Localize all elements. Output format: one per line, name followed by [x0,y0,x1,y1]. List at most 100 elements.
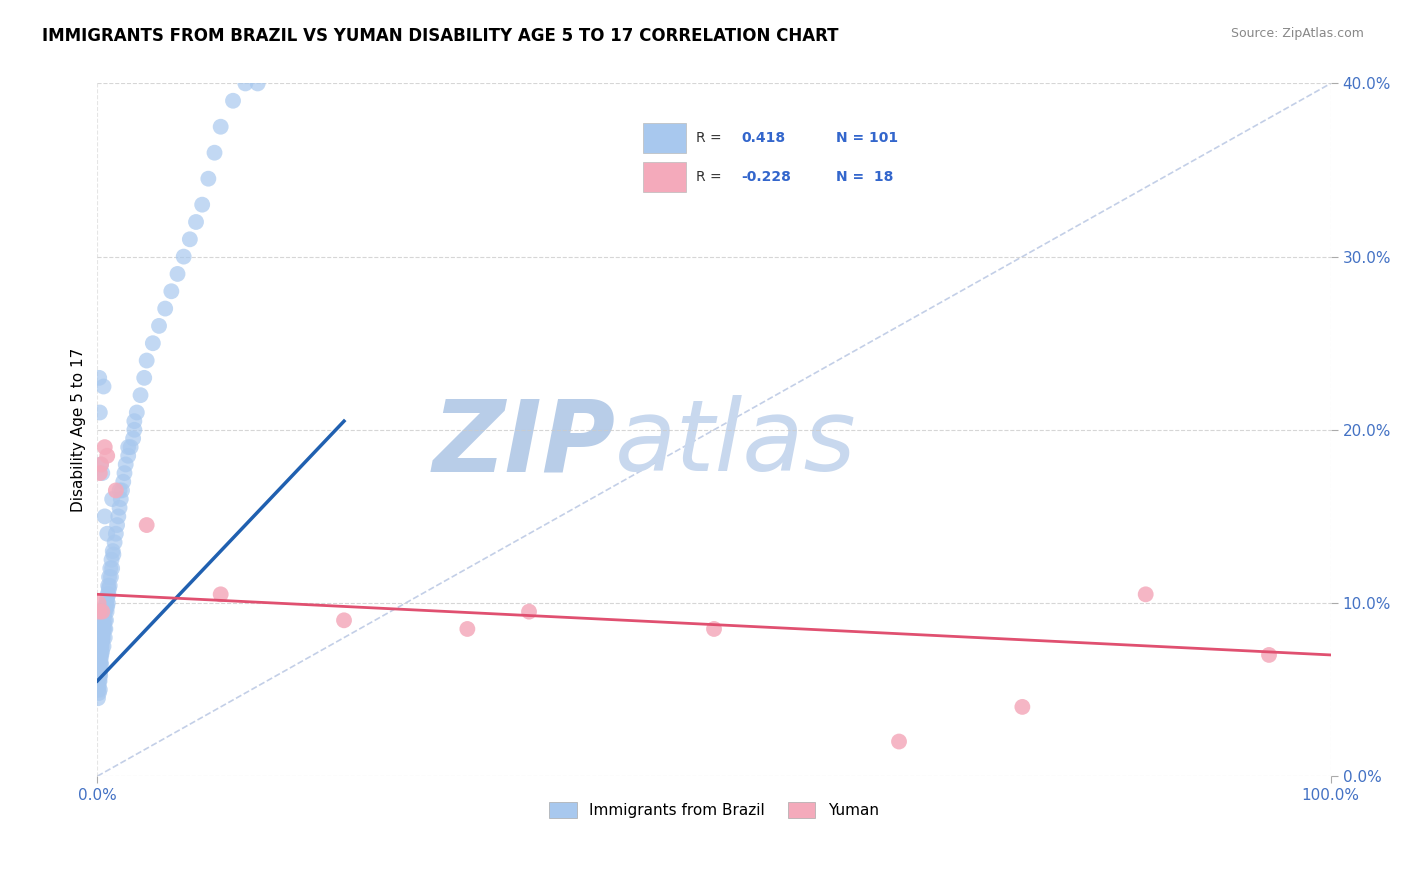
Point [117,449,139,463]
Point [166,267,188,281]
Point [97,579,120,593]
Point [96,599,118,614]
Point [91,634,114,648]
Point [90,651,112,665]
Point [105,518,128,533]
Point [101,561,124,575]
Point [107,509,129,524]
Point [235,77,257,91]
Point [98,570,121,584]
Point [90,640,112,654]
Point [110,492,132,507]
Point [94,622,117,636]
Point [135,518,157,533]
Text: N =  18: N = 18 [837,170,893,185]
Point [87,596,110,610]
Point [108,483,131,498]
Point [112,475,135,489]
Point [209,587,232,601]
FancyBboxPatch shape [643,162,686,193]
Point [98,579,121,593]
Point [89,648,111,662]
Point [142,336,165,351]
Point [96,592,118,607]
Point [222,94,245,108]
Point [104,483,127,498]
Point [97,587,120,601]
Point [104,526,127,541]
Point [89,669,111,683]
Point [90,458,112,472]
Point [173,250,195,264]
Text: R =: R = [696,131,721,145]
Point [91,605,114,619]
Point [94,599,117,614]
Y-axis label: Disability Age 5 to 17: Disability Age 5 to 17 [72,348,86,512]
Point [91,613,114,627]
Point [117,440,139,454]
Point [91,622,114,636]
Point [197,171,219,186]
Point [209,120,232,134]
Text: IMMIGRANTS FROM BRAZIL VS YUMAN DISABILITY AGE 5 TO 17 CORRELATION CHART: IMMIGRANTS FROM BRAZIL VS YUMAN DISABILI… [42,27,839,45]
Point [333,613,356,627]
Point [1135,587,1157,601]
Point [103,548,125,562]
Text: Source: ZipAtlas.com: Source: ZipAtlas.com [1230,27,1364,40]
Point [90,640,112,654]
Point [120,440,142,454]
Point [89,605,111,619]
Point [96,449,118,463]
Point [100,570,122,584]
Point [91,631,114,645]
Text: N = 101: N = 101 [837,131,898,145]
Point [96,605,118,619]
Point [93,605,115,619]
Point [91,627,114,641]
Point [89,682,111,697]
Point [184,215,207,229]
Point [111,483,134,498]
Point [89,371,111,385]
Point [90,634,112,648]
Point [456,622,478,636]
Point [94,440,117,454]
Point [517,605,540,619]
Point [91,622,114,636]
Point [90,631,112,645]
Point [94,605,117,619]
Point [87,691,110,706]
Point [89,665,111,680]
Point [122,432,145,446]
Point [90,657,112,671]
Point [89,657,111,671]
Point [96,526,118,541]
Point [125,405,148,419]
Text: ZIP: ZIP [433,395,616,492]
Point [93,622,115,636]
Point [89,665,111,680]
Point [90,644,112,658]
Point [93,640,115,654]
Point [129,388,152,402]
Point [89,673,111,688]
Point [98,561,121,575]
Point [134,371,156,385]
Text: -0.228: -0.228 [741,170,792,185]
Text: 0.418: 0.418 [741,131,786,145]
Point [204,145,226,160]
Point [90,648,112,662]
Point [87,686,110,700]
Point [93,379,115,393]
Point [101,544,124,558]
Point [124,414,146,428]
Point [114,458,136,472]
Point [148,318,170,333]
Point [124,423,146,437]
Point [114,466,136,480]
Point [97,596,120,610]
Point [91,466,114,480]
Point [89,669,111,683]
Point [1258,648,1281,662]
Point [108,500,131,515]
